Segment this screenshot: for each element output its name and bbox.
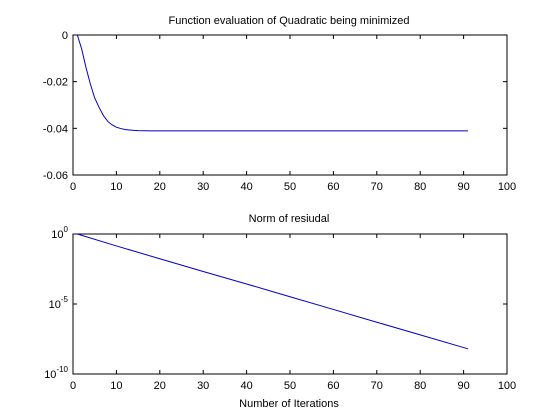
top-y-tick-label: 0 xyxy=(62,30,68,42)
top-x-tick-label: 50 xyxy=(284,181,296,193)
top-x-tick-label: 20 xyxy=(154,181,166,193)
bottom-axis-ticks xyxy=(72,233,508,375)
bottom-axes-box xyxy=(72,233,508,375)
bottom-y-tick-labels: 100 10-5 10-10 xyxy=(44,225,68,381)
bottom-x-tick-label: 60 xyxy=(327,380,339,392)
bottom-x-tick-label: 80 xyxy=(414,380,426,392)
top-axes-box xyxy=(72,34,508,176)
bottom-x-tick-label: 0 xyxy=(70,380,76,392)
bottom-x-tick-label: 90 xyxy=(457,380,469,392)
top-x-tick-labels: 0 10 20 30 40 50 60 70 80 90 100 xyxy=(70,181,516,193)
top-x-tick-label: 60 xyxy=(327,181,339,193)
top-x-tick-label: 30 xyxy=(197,181,209,193)
top-x-tick-label: 70 xyxy=(371,181,383,193)
top-x-tick-label: 0 xyxy=(70,181,76,193)
bottom-x-tick-label: 10 xyxy=(110,380,122,392)
bottom-x-tick-label: 40 xyxy=(240,380,252,392)
bottom-x-tick-label: 30 xyxy=(197,380,209,392)
bottom-y-tick-label: 100 xyxy=(51,225,68,241)
bottom-y-tick-label: 10-5 xyxy=(49,295,69,311)
bottom-x-axis-label: Number of Iterations xyxy=(239,398,339,410)
top-x-tick-label: 80 xyxy=(414,181,426,193)
bottom-x-tick-label: 70 xyxy=(371,380,383,392)
top-axis-ticks xyxy=(72,34,508,176)
bottom-x-tick-label: 50 xyxy=(284,380,296,392)
top-series-line xyxy=(76,34,468,132)
top-y-tick-label: -0.04 xyxy=(43,123,68,135)
top-y-tick-labels: 0 -0.02 -0.04 -0.06 xyxy=(43,30,68,182)
top-x-tick-label: 100 xyxy=(498,181,516,193)
bottom-x-tick-labels: 0 10 20 30 40 50 60 70 80 90 100 xyxy=(70,380,516,392)
bottom-chart-title: Norm of resiudal xyxy=(249,213,330,225)
top-chart-title: Function evaluation of Quadratic being m… xyxy=(169,15,410,27)
top-x-tick-label: 10 xyxy=(110,181,122,193)
top-x-tick-label: 90 xyxy=(457,181,469,193)
bottom-x-tick-label: 100 xyxy=(498,380,516,392)
subplot-function-evaluation: Function evaluation of Quadratic being m… xyxy=(43,15,516,193)
top-y-tick-label: -0.06 xyxy=(43,170,68,182)
bottom-y-tick-label: 10-10 xyxy=(44,365,68,381)
bottom-x-tick-label: 20 xyxy=(154,380,166,392)
top-x-tick-label: 40 xyxy=(240,181,252,193)
subplot-norm-residual: Norm of resiudal 0 10 20 30 40 50 60 70 80 90 100 … xyxy=(44,213,516,410)
top-y-tick-label: -0.02 xyxy=(43,77,68,89)
bottom-series-line xyxy=(77,233,469,350)
